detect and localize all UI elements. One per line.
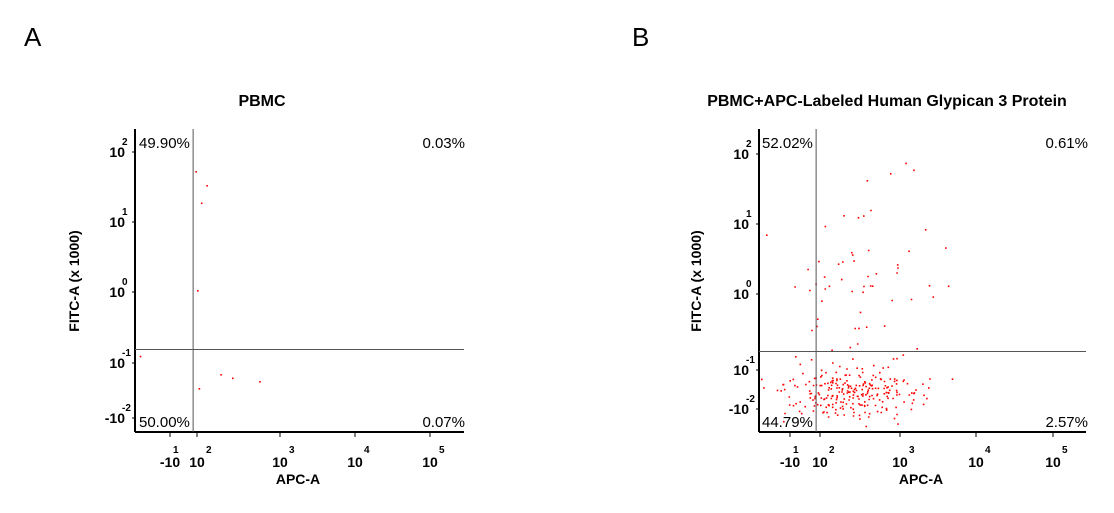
x-tick-exponent: 2 <box>206 445 212 456</box>
x-tick-label: 10 <box>1045 454 1061 470</box>
panel-a: A PBMC 49.90% 0.03% 50.00% 0.07% -10-210… <box>24 22 465 487</box>
y-tick-label: 10 <box>733 146 749 162</box>
x-tick-label: 10 <box>422 454 438 470</box>
panel-letter-a: A <box>24 22 42 52</box>
y-tick-exponent: 0 <box>746 279 752 290</box>
panel-letter-b: B <box>632 22 649 52</box>
y-tick-label: 10 <box>109 284 125 300</box>
y-tick-exponent: 2 <box>746 139 752 150</box>
y-axis-title-b: FITC-A (x 1000) <box>688 230 704 331</box>
y-tick-exponent: -2 <box>746 394 755 405</box>
quadrant-upper-right-a: 0.03% <box>422 135 465 152</box>
x-tick-label: 10 <box>272 454 288 470</box>
x-axis-title-a: APC-A <box>276 471 320 487</box>
y-axis-title-a: FITC-A (x 1000) <box>66 230 82 331</box>
x-tick-exponent: 3 <box>909 445 915 456</box>
quadrant-lower-left-a: 50.00% <box>139 414 190 431</box>
quadrant-lower-left-b: 44.79% <box>762 414 813 431</box>
y-tick-label: -10 <box>729 401 749 417</box>
y-tick-label: 10 <box>109 214 125 230</box>
x-tick-label: 10 <box>189 454 205 470</box>
quadrant-upper-left-a: 49.90% <box>139 135 190 152</box>
x-tick-label: 10 <box>968 454 984 470</box>
y-tick-label: 10 <box>733 216 749 232</box>
dot-layer-b <box>761 162 954 428</box>
y-tick-exponent: -1 <box>122 348 131 359</box>
x-tick-exponent: 5 <box>1062 445 1068 456</box>
chart-title-b: PBMC+APC-Labeled Human Glypican 3 Protei… <box>707 93 1067 110</box>
x-tick-exponent: 4 <box>364 445 370 456</box>
quadrant-upper-left-b: 52.02% <box>762 135 813 152</box>
x-tick-label: 10 <box>347 454 363 470</box>
x-axis-title-b: APC-A <box>899 471 943 487</box>
y-tick-label: 10 <box>109 355 125 371</box>
y-tick-label: -10 <box>105 410 125 426</box>
dot-layer-a <box>139 171 261 390</box>
quadrant-lower-right-b: 2.57% <box>1045 414 1088 431</box>
quadrant-lower-right-a: 0.07% <box>422 414 465 431</box>
y-tick-exponent: 1 <box>746 209 752 220</box>
x-tick-exponent: 1 <box>173 445 179 456</box>
x-tick-label: 10 <box>892 454 908 470</box>
y-tick-label: 10 <box>733 286 749 302</box>
y-tick-exponent: 1 <box>122 207 128 218</box>
event-dots <box>761 162 954 428</box>
x-tick-exponent: 2 <box>829 445 835 456</box>
event-dots <box>139 171 261 390</box>
x-tick-label: 10 <box>812 454 828 470</box>
y-tick-label: 10 <box>733 362 749 378</box>
y-tick-label: 10 <box>109 144 125 160</box>
y-tick-exponent: 0 <box>122 277 128 288</box>
y-tick-exponent: -2 <box>122 403 131 414</box>
x-tick-label: -10 <box>160 454 180 470</box>
chart-title-a: PBMC <box>238 93 286 110</box>
y-tick-exponent: -1 <box>746 355 755 366</box>
quadrant-upper-right-b: 0.61% <box>1045 135 1088 152</box>
x-tick-exponent: 3 <box>289 445 295 456</box>
x-tick-exponent: 4 <box>985 445 991 456</box>
panel-b: B PBMC+APC-Labeled Human Glypican 3 Prot… <box>632 22 1088 487</box>
x-tick-exponent: 5 <box>439 445 445 456</box>
x-tick-label: -10 <box>780 454 800 470</box>
x-tick-exponent: 1 <box>793 445 799 456</box>
y-tick-exponent: 2 <box>122 137 128 148</box>
